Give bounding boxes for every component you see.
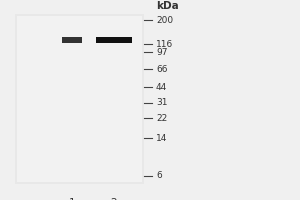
Text: 1: 1 [69, 198, 75, 200]
Text: 22: 22 [156, 114, 167, 123]
Text: 116: 116 [156, 40, 173, 49]
Text: 6: 6 [156, 171, 162, 180]
Text: 97: 97 [156, 48, 167, 57]
Text: kDa: kDa [156, 1, 179, 11]
Text: 44: 44 [156, 83, 167, 92]
Text: 66: 66 [156, 65, 167, 74]
Text: 200: 200 [156, 16, 173, 25]
Text: 2: 2 [111, 198, 117, 200]
Text: 31: 31 [156, 98, 167, 107]
Text: 14: 14 [156, 134, 167, 143]
